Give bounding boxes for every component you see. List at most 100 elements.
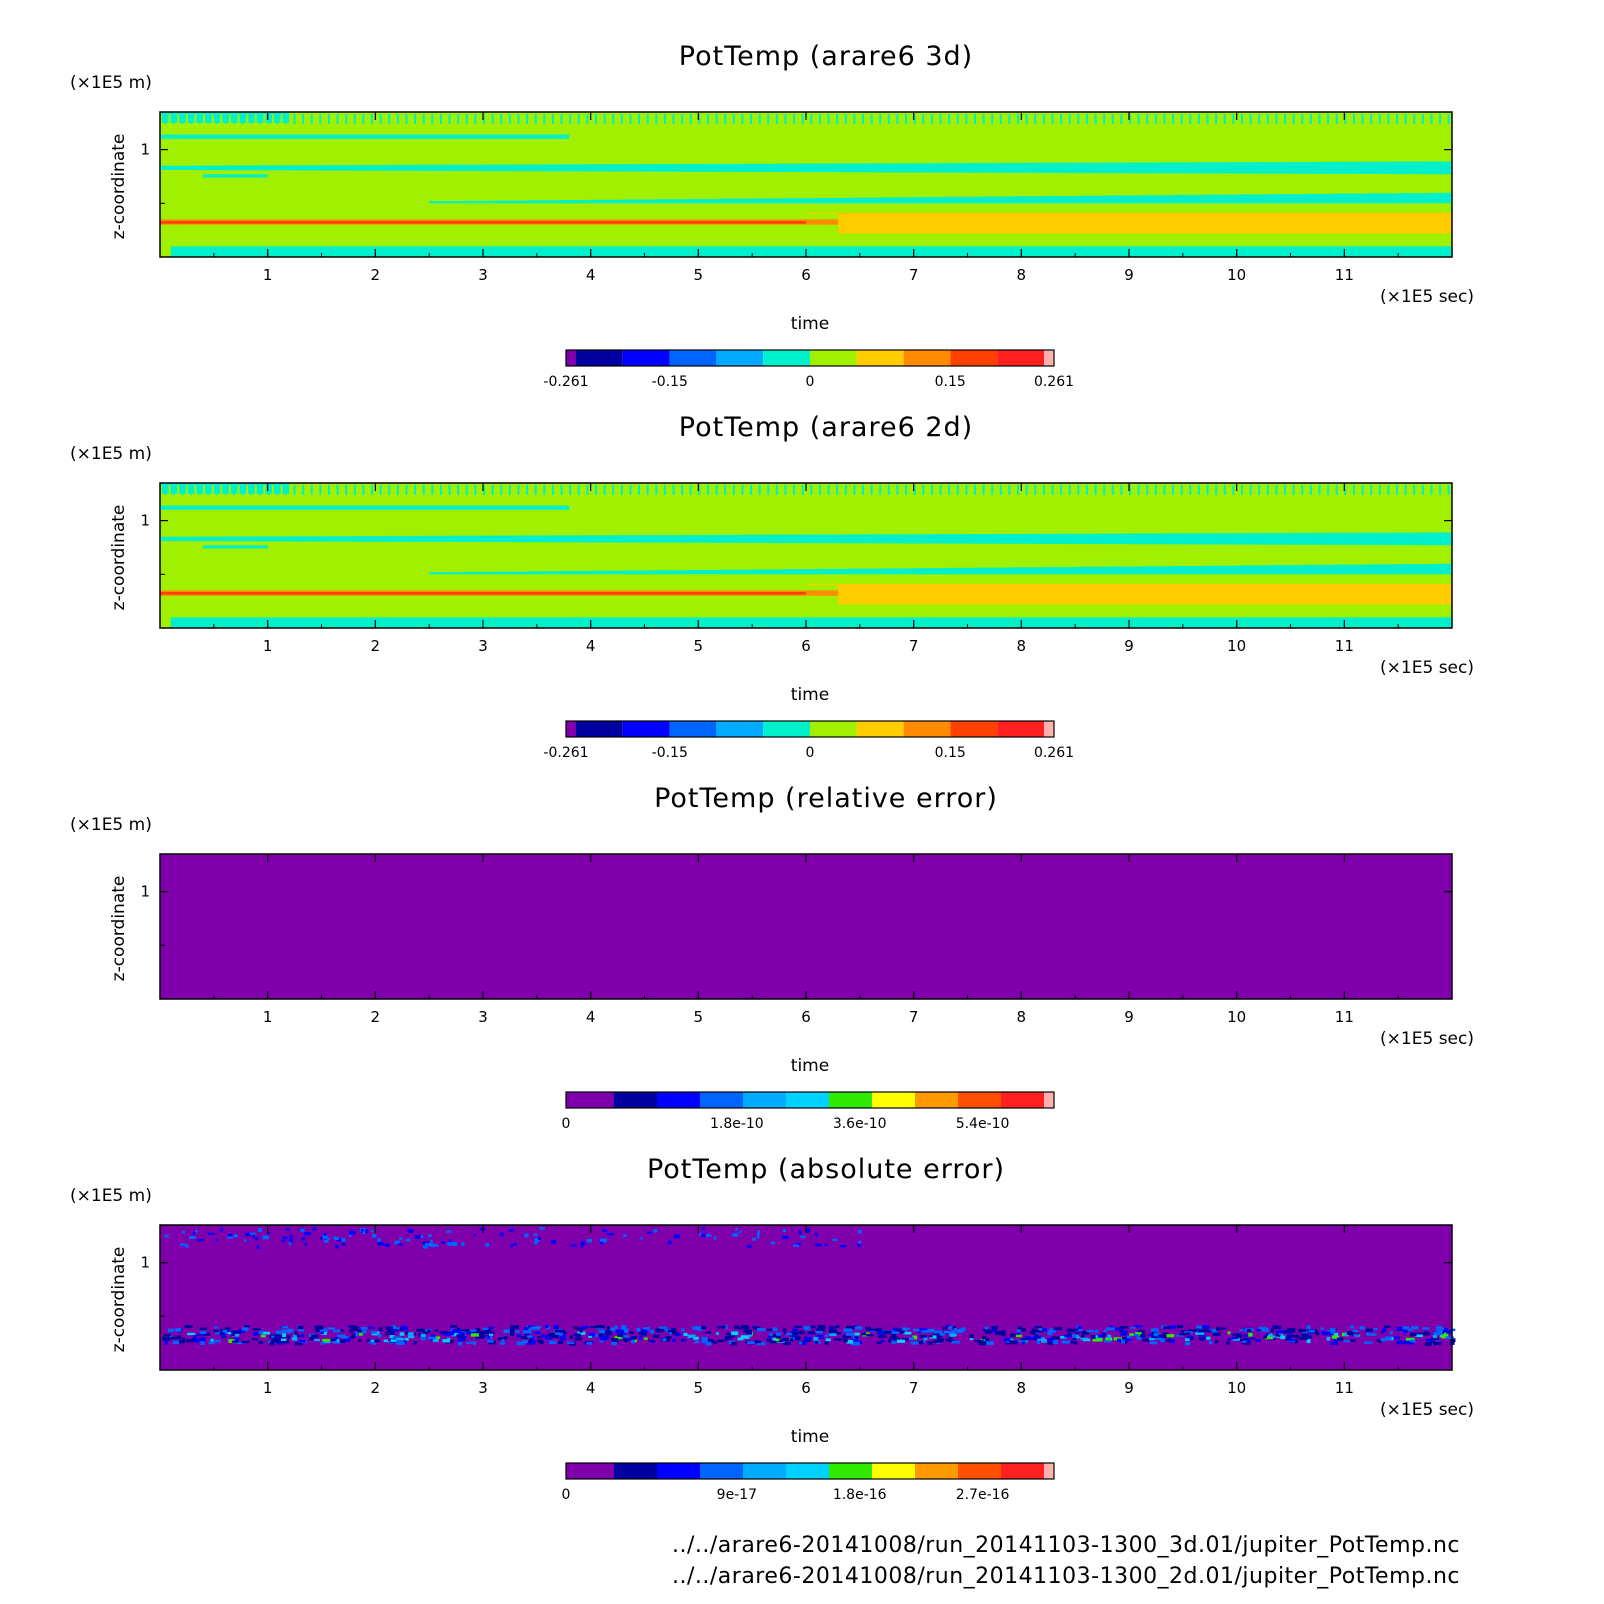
field-band — [773, 534, 806, 544]
field-noise — [304, 1242, 307, 1246]
field-band — [1301, 193, 1334, 204]
field-noise — [616, 114, 619, 124]
field-noise — [504, 114, 507, 124]
field-noise — [1137, 1329, 1145, 1333]
field-noise — [231, 1333, 240, 1337]
field-noise — [1382, 1328, 1387, 1332]
field-band — [547, 164, 580, 172]
field-noise — [724, 485, 727, 495]
field-noise — [978, 485, 981, 495]
field-noise — [991, 114, 994, 124]
field-noise — [465, 1331, 474, 1335]
field-band — [870, 534, 903, 544]
y-axis-label: z-coordinate — [109, 505, 129, 611]
field-noise — [442, 1339, 451, 1343]
field-noise — [388, 1327, 393, 1332]
field-noise — [487, 485, 490, 495]
field-noise — [802, 1339, 812, 1342]
field-noise — [461, 1242, 465, 1247]
field-noise — [537, 1236, 542, 1241]
field-noise — [1223, 485, 1226, 495]
field-band — [741, 534, 774, 543]
field-noise — [659, 114, 662, 124]
field-noise — [1247, 1328, 1252, 1333]
field-band — [838, 585, 1452, 605]
field-noise — [1389, 1331, 1393, 1335]
field-band — [224, 536, 257, 542]
field-noise — [216, 1238, 219, 1242]
field-noise — [866, 114, 869, 124]
field-band — [622, 570, 656, 575]
field-band — [160, 122, 1452, 145]
field-noise — [569, 1342, 575, 1345]
field-noise — [890, 1330, 899, 1335]
y-axis-label: z-coordinate — [109, 134, 129, 240]
field-noise — [939, 485, 942, 495]
field-noise — [1405, 1337, 1415, 1341]
field-noise — [1133, 485, 1136, 495]
field-noise — [1307, 1336, 1313, 1339]
field-noise — [1426, 485, 1429, 495]
field-noise — [1349, 1339, 1356, 1343]
field-noise — [252, 1234, 255, 1239]
field-noise — [407, 1335, 415, 1339]
field-noise — [893, 1338, 901, 1341]
colorbar-swatch — [763, 721, 810, 737]
field-noise — [973, 485, 976, 495]
field-noise — [942, 1326, 948, 1330]
field-noise — [1074, 1331, 1080, 1335]
field-noise — [427, 1336, 436, 1340]
field-noise — [1109, 1325, 1114, 1330]
field-noise — [1447, 485, 1450, 495]
field-noise — [448, 485, 451, 495]
field-noise — [516, 1334, 521, 1338]
field-band — [1419, 161, 1452, 175]
field-noise — [854, 1332, 860, 1336]
field-noise — [1142, 1338, 1150, 1342]
field-noise — [636, 1327, 641, 1332]
field-noise — [474, 485, 477, 495]
field-noise — [1215, 485, 1218, 495]
field-noise — [1103, 1329, 1107, 1333]
field-noise — [321, 1331, 327, 1335]
field-noise — [203, 1332, 211, 1336]
field-noise — [164, 485, 167, 495]
field-noise — [1120, 1340, 1125, 1344]
field-noise — [1258, 114, 1261, 124]
field-noise — [327, 114, 330, 124]
field-noise — [1203, 1335, 1207, 1339]
field-noise — [620, 1335, 629, 1338]
field-noise — [1232, 485, 1235, 495]
field-noise — [694, 114, 697, 124]
field-noise — [324, 1329, 328, 1333]
field-background — [160, 1225, 1452, 1370]
field-noise — [588, 1332, 596, 1337]
field-noise — [935, 114, 938, 124]
colorbar-swatch — [657, 1463, 700, 1479]
x-tick-label: 4 — [586, 266, 596, 284]
field-noise — [743, 1326, 750, 1330]
field-noise — [715, 1332, 720, 1335]
field-noise — [414, 1234, 421, 1239]
field-noise — [653, 1229, 658, 1233]
x-unit-label: (×1E5 sec) — [1380, 287, 1474, 307]
field-noise — [945, 1338, 953, 1342]
field-noise — [491, 1331, 495, 1334]
field-noise — [432, 1338, 439, 1343]
field-noise — [771, 485, 774, 495]
field-noise — [747, 1244, 752, 1249]
field-noise — [1404, 114, 1407, 124]
field-noise — [668, 114, 671, 124]
field-noise — [1051, 485, 1054, 495]
field-noise — [259, 114, 262, 124]
field-noise — [1378, 114, 1381, 124]
field-noise — [485, 1242, 490, 1247]
field-noise — [1351, 1329, 1359, 1332]
field-noise — [357, 1339, 362, 1342]
field-noise — [667, 1240, 672, 1245]
field-noise — [1273, 1325, 1282, 1330]
field-noise — [1064, 114, 1067, 124]
field-band — [838, 534, 871, 544]
field-noise — [1418, 1332, 1427, 1336]
field-noise — [698, 114, 701, 124]
